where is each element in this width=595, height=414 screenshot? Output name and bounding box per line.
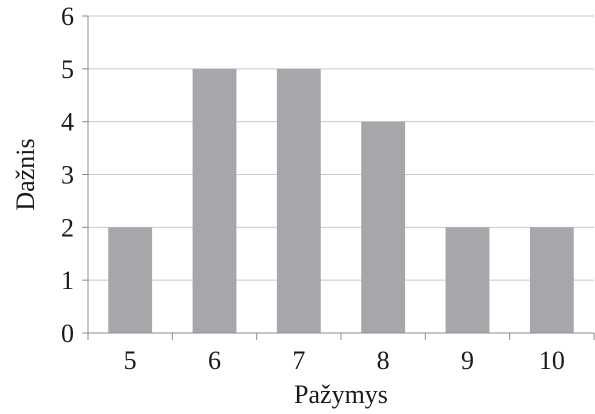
y-tick-label-5: 5 <box>61 55 74 84</box>
bar-8 <box>361 121 406 334</box>
y-tick-label-1: 1 <box>61 266 74 295</box>
x-tick-label-6: 6 <box>208 346 221 375</box>
y-tick-label-4: 4 <box>61 108 74 137</box>
x-tick-label-9: 9 <box>461 346 474 375</box>
bars <box>108 68 574 334</box>
axes <box>82 15 595 340</box>
bar-9 <box>445 227 490 333</box>
y-tick-label-2: 2 <box>61 213 74 242</box>
y-axis-title: Dažnis <box>11 138 40 210</box>
bar-7 <box>276 68 321 333</box>
x-tick-label-5: 5 <box>124 346 137 375</box>
x-tick-label-8: 8 <box>377 346 390 375</box>
y-tick-labels: 0 1 2 3 4 5 6 <box>61 2 74 348</box>
x-tick-label-7: 7 <box>292 346 305 375</box>
bar-10 <box>529 227 574 333</box>
y-tick-label-0: 0 <box>61 319 74 348</box>
y-tick-label-6: 6 <box>61 2 74 31</box>
y-tick-label-3: 3 <box>61 161 74 190</box>
bar-5 <box>108 227 153 333</box>
x-axis-title: Pažymys <box>294 380 388 409</box>
bar-6 <box>192 68 237 333</box>
x-tick-label-10: 10 <box>539 346 565 375</box>
x-tick-labels: 5 6 7 8 9 10 <box>124 346 565 375</box>
gridlines <box>88 15 594 281</box>
